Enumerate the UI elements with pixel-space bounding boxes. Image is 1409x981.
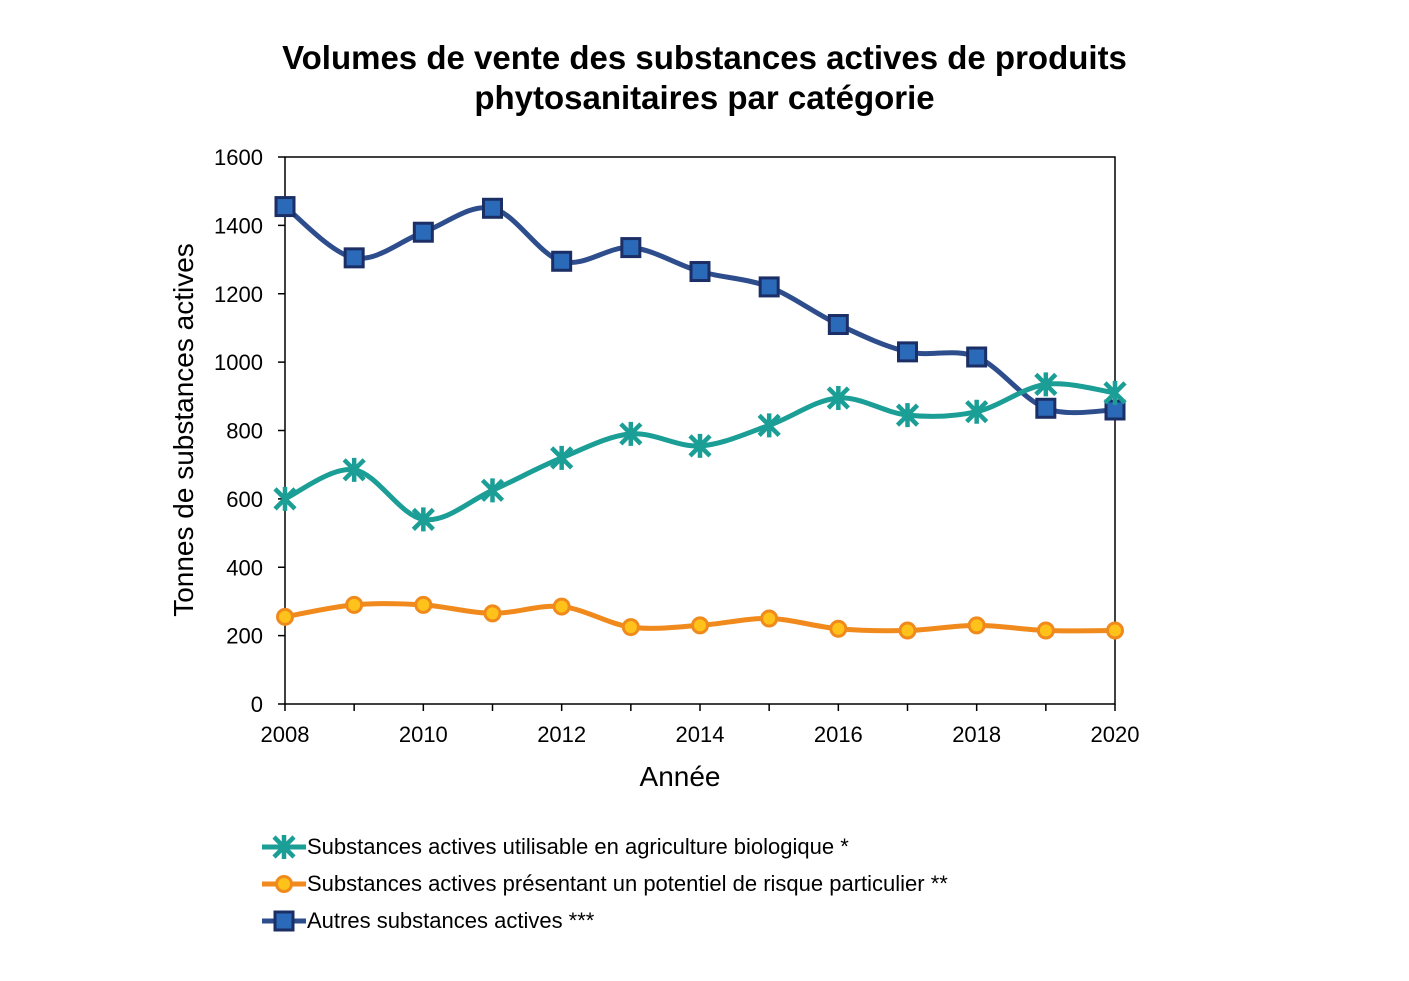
data-point-square (758, 276, 780, 298)
x-tick-label: 2020 (1091, 722, 1140, 747)
data-point-star (619, 421, 643, 446)
y-tick-label: 800 (226, 419, 263, 444)
y-axis: 0 200 400 600 800 1000 1200 1400 1600 (214, 145, 285, 717)
data-point-star (895, 403, 920, 428)
y-axis-title: Tonnes de substances actives (168, 243, 199, 617)
data-point-circle (345, 595, 364, 614)
x-tick-label: 2018 (952, 722, 1001, 747)
data-point-square (897, 341, 918, 363)
data-point-square (412, 221, 434, 243)
data-point-square (343, 247, 365, 269)
data-point-square (274, 196, 296, 218)
data-point-star (342, 457, 366, 482)
series-2 (274, 196, 1126, 421)
data-point-circle (1036, 621, 1055, 640)
y-tick-label: 1600 (214, 145, 263, 170)
legend-marker (275, 874, 293, 893)
data-point-square (827, 314, 849, 336)
legend: Substances actives utilisable en agricul… (262, 828, 948, 939)
data-point-circle (621, 618, 640, 637)
data-point-star (480, 478, 505, 503)
data-point-square (1035, 397, 1057, 419)
data-point-square (966, 346, 988, 368)
x-tick-label: 2008 (261, 722, 310, 747)
y-tick-label: 200 (226, 624, 263, 649)
series-layer (273, 196, 1127, 640)
chart-title-line2: phytosanitaires par catégorie (474, 79, 935, 116)
data-point-circle (483, 604, 502, 623)
legend-marker (273, 910, 295, 931)
y-tick-label: 1200 (214, 282, 263, 307)
chart-title-line1: Volumes de vente des substances actives … (282, 39, 1127, 76)
legend-item-bio: Substances actives utilisable en agricul… (262, 828, 948, 865)
data-point-circle (552, 597, 571, 616)
data-point-circle (760, 609, 779, 628)
legend-label-risk: Substances actives présentant un potenti… (307, 870, 948, 896)
data-point-circle (414, 595, 433, 614)
data-point-circle (898, 621, 917, 640)
data-point-circle (967, 616, 986, 635)
x-tick-label: 2014 (676, 722, 725, 747)
series-1 (276, 595, 1124, 640)
y-tick-label: 600 (226, 487, 263, 512)
legend-swatch-other (262, 910, 306, 931)
data-point-star (965, 399, 989, 424)
legend-item-risk: Substances actives présentant un potenti… (262, 865, 948, 902)
data-point-star (688, 433, 712, 458)
data-point-star (757, 413, 781, 438)
chart-title: Volumes de vente des substances actives … (0, 38, 1409, 118)
data-point-star (826, 386, 850, 411)
y-tick-label: 1400 (214, 213, 263, 238)
data-point-star (411, 507, 435, 532)
data-point-square (620, 237, 642, 259)
data-point-square (482, 197, 503, 219)
legend-label-other: Autres substances actives *** (307, 907, 595, 933)
x-axis-title: Année (640, 761, 721, 792)
data-point-star (1103, 380, 1127, 405)
x-tick-label: 2016 (814, 722, 863, 747)
data-point-circle (691, 616, 709, 635)
x-tick-label: 2012 (537, 722, 586, 747)
legend-marker (272, 834, 296, 859)
x-tick-label: 2010 (399, 722, 448, 747)
data-point-circle (276, 607, 294, 626)
series-0 (273, 372, 1127, 532)
legend-item-other: Autres substances actives *** (262, 902, 948, 939)
legend-label-bio: Substances actives utilisable en agricul… (307, 833, 849, 859)
y-tick-label: 1000 (214, 350, 263, 375)
data-point-circle (829, 619, 848, 638)
data-point-star (273, 486, 297, 511)
data-point-star (550, 445, 574, 470)
data-point-square (689, 261, 711, 283)
data-point-circle (1106, 621, 1124, 640)
data-point-square (551, 250, 573, 272)
legend-swatch-risk (262, 874, 306, 893)
y-tick-label: 0 (251, 692, 263, 717)
x-axis: 2008 2010 2012 2014 2016 2018 2020 (261, 704, 1140, 747)
legend-swatch-bio (262, 834, 306, 859)
y-tick-label: 400 (226, 555, 263, 580)
data-point-star (1034, 372, 1058, 397)
